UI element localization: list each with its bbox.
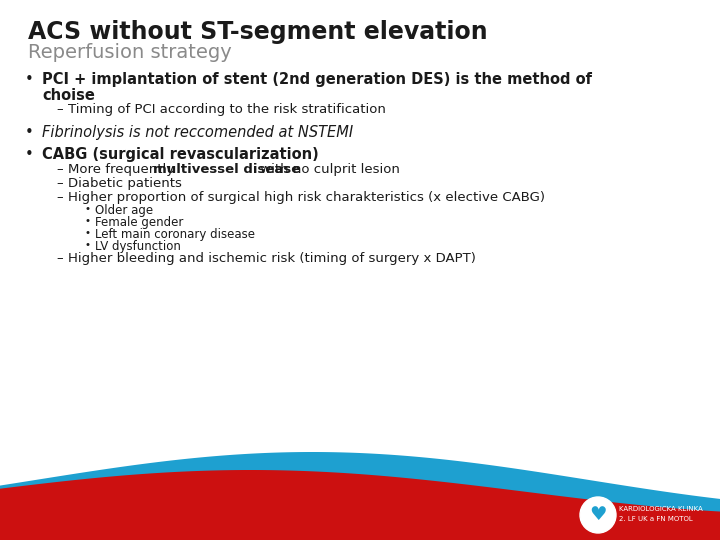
Text: –: –: [56, 252, 63, 265]
Text: –: –: [56, 191, 63, 204]
Text: •: •: [25, 72, 34, 87]
Text: –: –: [56, 177, 63, 190]
Text: Reperfusion strategy: Reperfusion strategy: [28, 43, 232, 62]
Text: Higher proportion of surgical high risk charakteristics (x elective CABG): Higher proportion of surgical high risk …: [68, 191, 545, 204]
Text: •: •: [85, 240, 91, 250]
Text: Older age: Older age: [95, 204, 153, 217]
Text: •: •: [85, 204, 91, 214]
Text: Higher bleeding and ischemic risk (timing of surgery x DAPT): Higher bleeding and ischemic risk (timin…: [68, 252, 476, 265]
Text: Fibrinolysis is not reccomended at NSTEMI: Fibrinolysis is not reccomended at NSTEM…: [42, 125, 354, 140]
Text: LV dysfunction: LV dysfunction: [95, 240, 181, 253]
Text: •: •: [25, 147, 34, 162]
Text: KARDIOLOGICKA KLINKA: KARDIOLOGICKA KLINKA: [619, 506, 703, 512]
Text: •: •: [85, 216, 91, 226]
Polygon shape: [0, 470, 720, 540]
Text: Female gender: Female gender: [95, 216, 184, 229]
Text: ACS without ST-segment elevation: ACS without ST-segment elevation: [28, 20, 487, 44]
Text: –: –: [56, 103, 63, 116]
Text: –: –: [56, 163, 63, 176]
Text: Diabetic patients: Diabetic patients: [68, 177, 182, 190]
Text: Left main coronary disease: Left main coronary disease: [95, 228, 255, 241]
Text: More frequently: More frequently: [68, 163, 179, 176]
Text: multivessel disease: multivessel disease: [153, 163, 300, 176]
Polygon shape: [0, 452, 720, 540]
Text: •: •: [25, 125, 34, 140]
Text: •: •: [85, 228, 91, 238]
Text: CABG (surgical revascularization): CABG (surgical revascularization): [42, 147, 319, 162]
Text: Timing of PCI according to the risk stratification: Timing of PCI according to the risk stra…: [68, 103, 386, 116]
Text: ♥: ♥: [589, 504, 607, 523]
Text: 2. LF UK a FN MOTOL: 2. LF UK a FN MOTOL: [619, 516, 693, 522]
Text: PCI + implantation of stent (2nd generation DES) is the method of: PCI + implantation of stent (2nd generat…: [42, 72, 592, 87]
Text: choise: choise: [42, 88, 95, 103]
Circle shape: [580, 497, 616, 533]
Text: with no culprit lesion: with no culprit lesion: [256, 163, 400, 176]
